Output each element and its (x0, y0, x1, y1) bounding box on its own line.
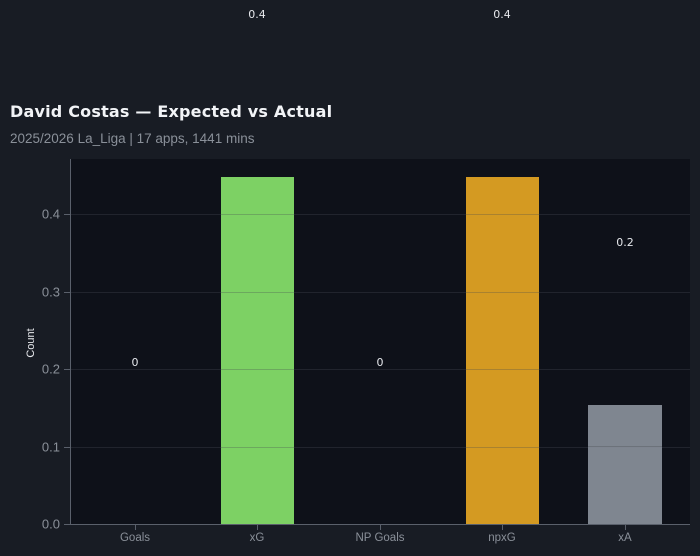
x-tick (135, 525, 136, 530)
x-axis-line (70, 524, 690, 525)
xa-value-label: 0.2 (616, 236, 634, 249)
gridline (70, 292, 690, 293)
x-label-xg: xG (249, 532, 265, 544)
y-axis-title: Count (25, 328, 37, 358)
y-tick-label: 0.4 (41, 206, 60, 222)
gridline (70, 447, 690, 448)
y-tick-label: 0.0 (41, 516, 60, 532)
x-tick (502, 525, 503, 530)
bar-npxg (466, 177, 539, 524)
npxg-value-label-overflow: 0.4 (493, 8, 511, 21)
x-label-xa: xA (618, 532, 632, 544)
x-label-goals: Goals (119, 532, 151, 544)
bar-xg (221, 177, 294, 524)
x-tick (257, 525, 258, 530)
y-tick-label: 0.2 (41, 361, 60, 377)
y-tick (64, 369, 70, 370)
x-tick (380, 525, 381, 530)
gridline (70, 369, 690, 370)
xg-value-label-overflow: 0.4 (248, 8, 266, 21)
y-tick-label: 0.3 (41, 284, 60, 300)
y-tick (64, 524, 70, 525)
bar-xa (588, 405, 662, 524)
y-tick (64, 447, 70, 448)
y-tick (64, 214, 70, 215)
np-goals-value-label: 0 (376, 356, 384, 369)
chart-subtitle: 2025/2026 La_Liga | 17 apps, 1441 mins (10, 131, 255, 146)
x-label-np-goals: NP Goals (355, 532, 405, 544)
gridline (70, 214, 690, 215)
goals-value-label: 0 (131, 356, 139, 369)
x-label-npxg: npxG (488, 532, 516, 544)
y-tick (64, 292, 70, 293)
x-tick (625, 525, 626, 530)
plot-area (70, 159, 690, 524)
y-tick-label: 0.1 (41, 439, 60, 455)
chart-title: David Costas — Expected vs Actual (10, 102, 333, 121)
y-axis-line (70, 159, 71, 525)
